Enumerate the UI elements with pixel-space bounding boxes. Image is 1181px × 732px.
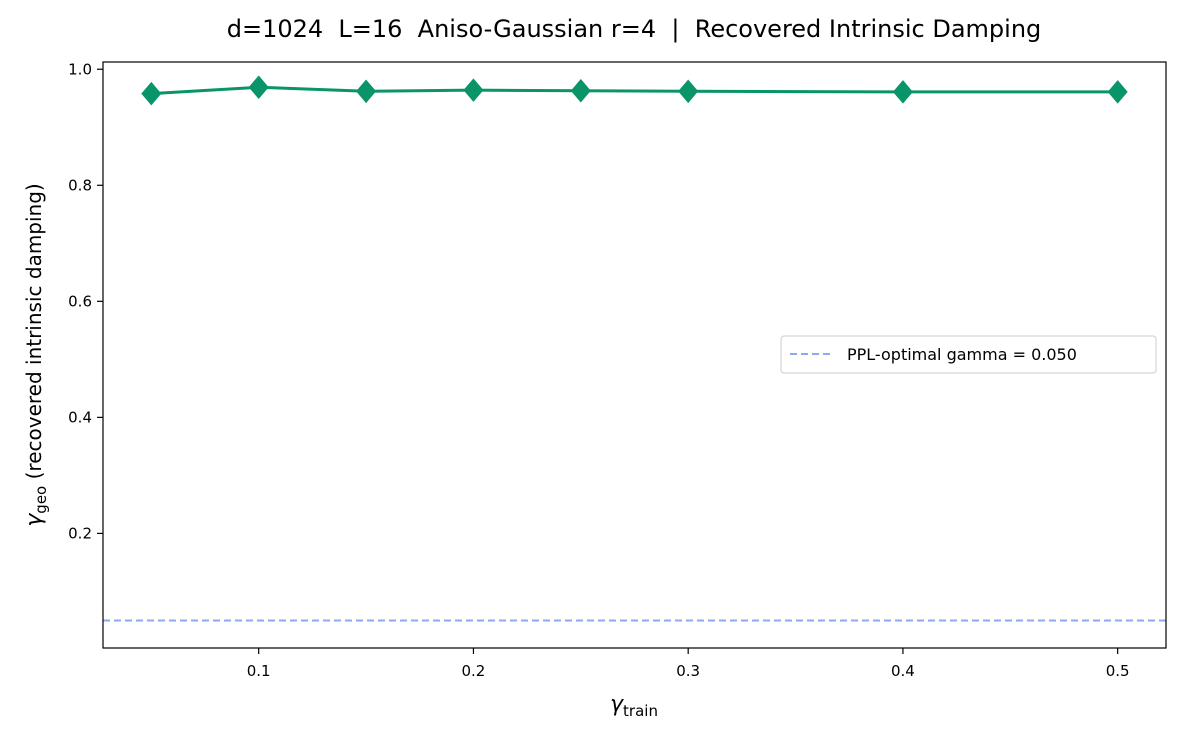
x-axis-label-symbol: γ xyxy=(610,692,624,717)
data-point-marker xyxy=(678,79,699,104)
y-axis-label-symbol: γ xyxy=(22,513,47,527)
data-point-marker xyxy=(463,78,484,102)
x-tick-label: 0.4 xyxy=(891,662,915,680)
y-axis-label-text: (recovered intrinsic damping) xyxy=(22,183,46,485)
y-tick-label: 0.8 xyxy=(68,176,92,194)
y-axis: 0.2 0.4 0.6 0.8 1.0 xyxy=(68,60,103,542)
x-tick-label: 0.2 xyxy=(462,662,486,680)
x-tick-label: 0.3 xyxy=(676,662,700,680)
y-axis-label: γgeo (recovered intrinsic damping) xyxy=(22,183,50,526)
data-point-marker xyxy=(248,75,269,100)
legend: PPL-optimal gamma = 0.050 xyxy=(780,335,1157,374)
data-point-marker xyxy=(570,78,591,103)
legend-box xyxy=(780,335,1157,374)
y-tick-label: 1.0 xyxy=(68,60,92,78)
plot-area xyxy=(103,75,1166,622)
data-point-marker xyxy=(141,81,162,106)
x-tick-label: 0.5 xyxy=(1106,662,1130,680)
data-point-marker xyxy=(892,80,913,104)
y-axis-label-subscript: geo xyxy=(32,486,50,514)
legend-label: PPL-optimal gamma = 0.050 xyxy=(847,345,1077,364)
plot-frame xyxy=(102,61,1167,649)
data-point-marker xyxy=(356,79,377,104)
chart-title: d=1024 L=16 Aniso-Gaussian r=4 | Recover… xyxy=(227,15,1042,43)
x-axis-label: γtrain xyxy=(610,692,658,720)
x-axis-label-subscript: train xyxy=(623,702,658,720)
series-line xyxy=(151,85,1118,96)
x-tick-label: 0.1 xyxy=(247,662,271,680)
y-tick-label: 0.2 xyxy=(68,524,92,542)
data-point-marker xyxy=(1107,80,1128,104)
x-axis: 0.1 0.2 0.3 0.4 0.5 xyxy=(247,648,1130,680)
y-tick-label: 0.4 xyxy=(68,408,92,426)
y-tick-label: 0.6 xyxy=(68,292,92,310)
